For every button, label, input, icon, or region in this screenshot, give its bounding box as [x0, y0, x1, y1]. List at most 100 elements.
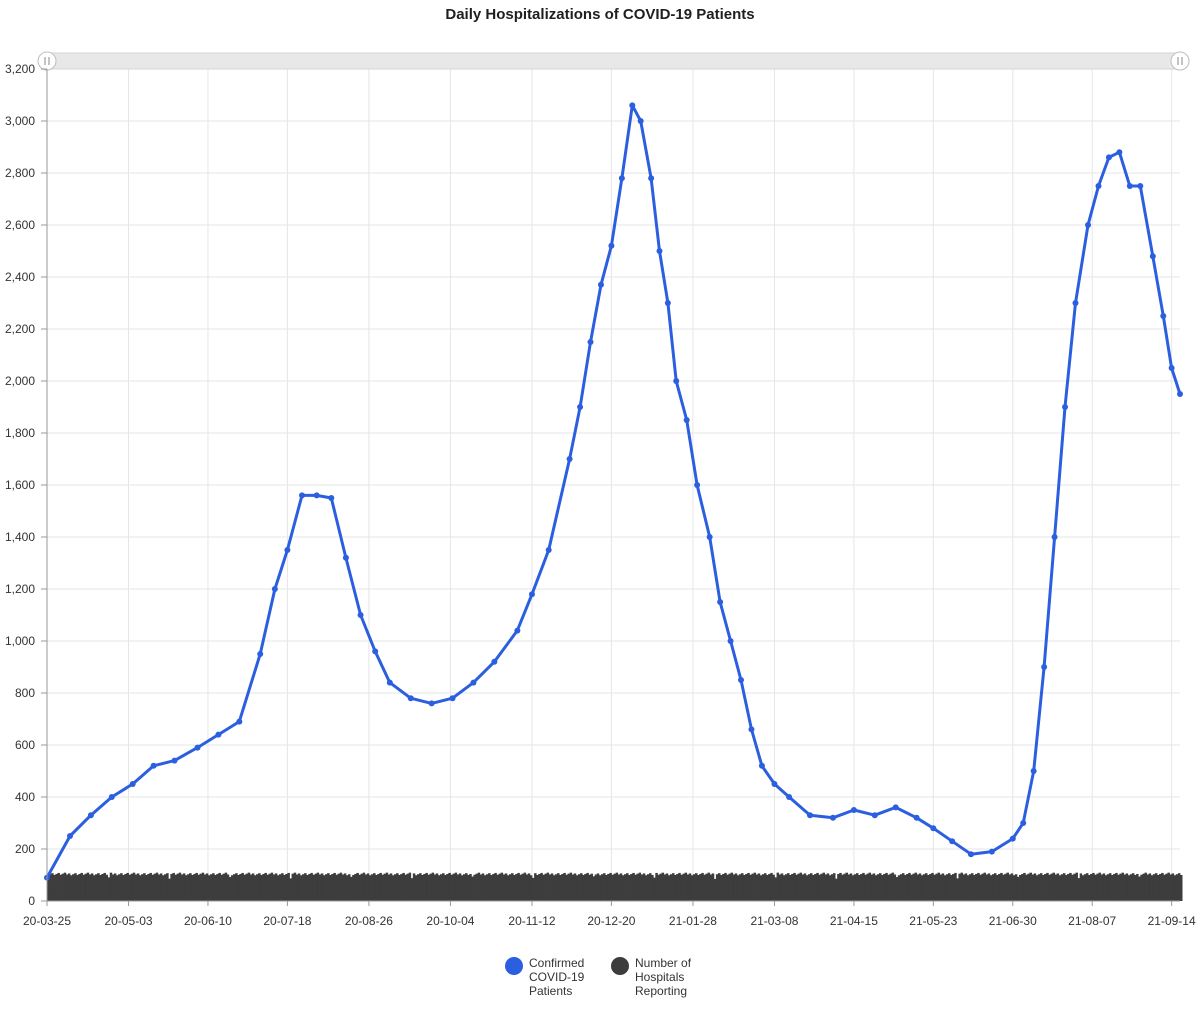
hospitals-bar	[657, 874, 660, 901]
series-point-confirmed	[694, 482, 701, 488]
hospitals-bar	[1140, 874, 1143, 901]
series-point-confirmed	[771, 781, 778, 787]
hospitals-bar	[496, 874, 499, 901]
hospitals-bar	[279, 874, 282, 901]
series-point-confirmed	[673, 378, 680, 384]
hospitals-bar	[99, 875, 102, 901]
hospitals-bar	[623, 874, 627, 901]
legend-item-hospitals[interactable]: Number of Hospitals Reporting	[611, 956, 695, 998]
hospitals-bar	[1021, 873, 1024, 901]
hospitals-bar	[1069, 872, 1072, 901]
hospitals-bar	[883, 873, 886, 901]
series-point-confirmed	[108, 794, 115, 800]
series-point-confirmed	[1126, 183, 1133, 189]
hospitals-bar	[764, 873, 767, 901]
hospitals-bar	[74, 873, 77, 901]
hospitals-bar	[1175, 874, 1179, 901]
hospitals-bar	[318, 874, 322, 901]
hospitals-bar	[473, 874, 476, 901]
y-tick-label: 1,400	[5, 530, 35, 544]
hospitals-bar	[406, 873, 410, 901]
hospitals-bar	[222, 873, 226, 901]
hospitals-bar	[1180, 875, 1183, 901]
hospitals-bar	[1115, 872, 1118, 901]
hospitals-bar	[628, 875, 631, 901]
hospitals-bar	[151, 874, 155, 901]
series-point-confirmed	[328, 495, 335, 501]
hospitals-bar	[362, 872, 366, 901]
series-point-confirmed	[683, 417, 690, 423]
hospitals-bar	[728, 873, 731, 901]
series-point-confirmed	[528, 591, 535, 598]
hospitals-bar	[465, 873, 468, 901]
hospitals-bar	[820, 873, 823, 901]
hospitals-bar	[548, 874, 552, 901]
hospitals-bar	[433, 874, 437, 901]
legend-item-confirmed[interactable]: Confirmed COVID-19 Patients	[505, 956, 589, 998]
hospitals-bar	[260, 875, 263, 901]
hospitals-bar	[784, 874, 788, 901]
hospitals-bar	[502, 874, 506, 901]
hospitals-bar	[224, 872, 228, 901]
hospitals-bar	[203, 874, 207, 901]
hospitals-bar	[1100, 874, 1104, 901]
hospitals-bar	[1117, 874, 1120, 901]
series-point-confirmed	[949, 838, 956, 845]
hospitals-bar	[492, 873, 495, 901]
hospitals-bar	[1134, 875, 1137, 901]
hospitals-bar	[594, 874, 598, 901]
hospitals-bar	[991, 874, 995, 901]
hospitals-bar	[667, 875, 671, 901]
hospitals-bar	[337, 873, 341, 901]
hospitals-bar	[962, 874, 966, 901]
hospitals-bar	[837, 873, 840, 901]
hospitals-bar	[876, 874, 880, 901]
y-tick-label: 400	[15, 790, 35, 804]
hospitals-bar	[745, 873, 748, 901]
series-point-confirmed	[1177, 391, 1183, 397]
series-point-confirmed	[871, 812, 878, 819]
hospitals-bar	[500, 872, 504, 901]
hospitals-bar	[494, 872, 497, 901]
series-point-confirmed	[372, 648, 379, 655]
hospitals-bar	[684, 872, 688, 901]
series-point-confirmed	[738, 677, 745, 683]
hospitals-bar	[695, 873, 698, 901]
x-tick-label: 21-06-30	[989, 914, 1037, 928]
hospitals-bar	[47, 878, 50, 901]
hospitals-bar	[111, 874, 115, 901]
hospitals-bar	[339, 872, 343, 901]
axes: 0 200 400 600 800 1,000 1,200 1,400 1,600 1,800 2,…	[5, 62, 1196, 928]
hospitals-bar	[383, 873, 387, 901]
hospitals-bar	[1136, 873, 1139, 901]
hospitals-bar	[550, 873, 554, 901]
hospitals-bar	[80, 872, 83, 901]
hospitals-bar	[580, 873, 583, 901]
hospitals-bar	[78, 873, 81, 901]
hospitals-bar	[258, 873, 261, 901]
legend-label-confirmed: Confirmed COVID-19 Patients	[529, 956, 585, 998]
hospitals-bar	[287, 872, 290, 901]
hospitals-bar	[1023, 872, 1026, 901]
hospitals-bar	[855, 873, 859, 901]
hospitals-bar	[715, 874, 719, 901]
hospitals-bar	[1035, 875, 1039, 901]
hospitals-bar	[1157, 875, 1160, 901]
hospitals-bar	[981, 873, 984, 901]
hospitals-bar	[1177, 873, 1181, 901]
hospitals-bar	[770, 872, 773, 901]
hospitals-bar	[676, 873, 679, 901]
series-point-confirmed	[806, 812, 813, 819]
hospitals-bar	[573, 873, 577, 901]
hospitals-bar	[853, 874, 857, 901]
y-tick-label: 1,600	[5, 478, 35, 492]
hospitals-bar	[1108, 873, 1112, 901]
hospitals-bar	[245, 873, 249, 901]
hospitals-bar	[713, 878, 717, 901]
hospitals-bar	[776, 872, 780, 901]
hospitals-bar	[193, 873, 196, 901]
hospitals-bar	[741, 873, 744, 901]
series-point-confirmed	[829, 814, 836, 821]
hospitals-bar	[1027, 873, 1030, 901]
